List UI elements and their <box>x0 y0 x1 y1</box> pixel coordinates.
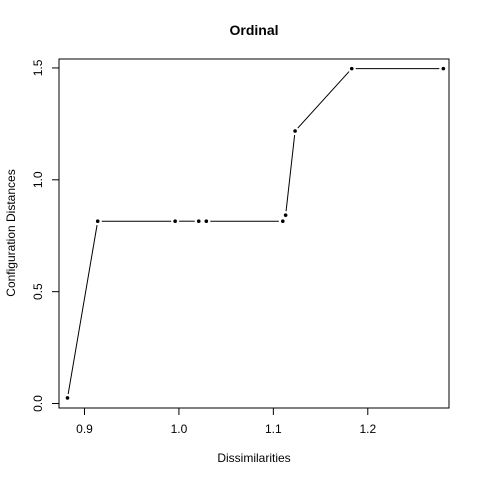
y-tick-label: 1.0 <box>31 171 45 188</box>
data-point <box>173 219 177 223</box>
y-axis-label: Configuration Distances <box>4 169 18 296</box>
data-point <box>283 213 288 217</box>
data-point <box>196 219 201 223</box>
x-tick-label: 1.1 <box>265 422 282 436</box>
data-point <box>441 66 446 71</box>
series-line-segment <box>67 225 98 395</box>
x-tick-label: 1.2 <box>359 422 376 436</box>
series-line-segment <box>297 71 350 129</box>
x-axis: 0.9 1.0 1.1 1.2 <box>76 407 376 436</box>
chart-title: Ordinal <box>229 22 278 38</box>
data-point <box>204 219 209 223</box>
data-point <box>281 219 285 223</box>
data-point <box>95 219 100 223</box>
y-axis: 0.0 0.5 1.0 1.5 <box>31 59 60 412</box>
y-tick-label: 0.0 <box>31 395 45 412</box>
series-lines <box>67 68 440 395</box>
data-point <box>349 66 354 71</box>
series-points <box>65 66 446 400</box>
x-tick-label: 0.9 <box>76 422 93 436</box>
y-tick-label: 0.5 <box>31 283 45 300</box>
data-point <box>293 129 297 133</box>
data-point <box>65 396 70 400</box>
x-axis-label: Dissimilarities <box>217 451 290 465</box>
x-tick-label: 1.0 <box>171 422 188 436</box>
series-line-segment <box>285 134 296 212</box>
y-tick-label: 1.5 <box>31 59 45 76</box>
